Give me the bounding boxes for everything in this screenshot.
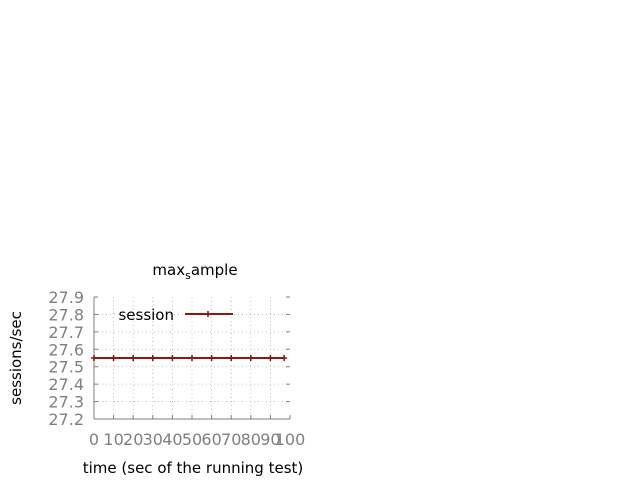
- data-point: [169, 355, 176, 361]
- y-tick-label: 27.2: [48, 410, 84, 429]
- x-tick-label: 100: [275, 430, 306, 449]
- x-tick-label: 90: [260, 430, 280, 449]
- chart-title: maxsample: [152, 261, 237, 282]
- y-tick-label: 27.6: [48, 340, 84, 359]
- data-point: [267, 355, 274, 361]
- data-point: [149, 355, 156, 361]
- y-tick-label: 27.7: [48, 323, 84, 342]
- data-point: [247, 355, 254, 361]
- chart-title-subscript: s: [185, 269, 191, 282]
- y-axis-label: sessions/sec: [7, 311, 25, 405]
- x-tick-label: 20: [123, 430, 143, 449]
- x-tick-label: 80: [241, 430, 261, 449]
- y-tick-label: 27.8: [48, 305, 84, 324]
- series-group: [91, 355, 288, 361]
- legend: session: [118, 306, 233, 324]
- x-tick-label: 10: [103, 430, 123, 449]
- x-tick-label: 30: [143, 430, 163, 449]
- x-tick-label: 70: [221, 430, 241, 449]
- chart-title-main: max: [152, 261, 185, 279]
- chart-title-rest: ample: [191, 261, 238, 279]
- y-tick-label: 27.5: [48, 358, 84, 377]
- x-tick-label: 60: [201, 430, 221, 449]
- legend-label: session: [118, 306, 174, 324]
- data-point: [281, 355, 288, 361]
- y-tick-labels: 27.227.327.427.527.627.727.827.9: [48, 288, 84, 429]
- y-tick-label: 27.4: [48, 375, 84, 394]
- y-tick-label: 27.9: [48, 288, 84, 307]
- axes: [93, 296, 291, 420]
- x-tick-label: 0: [89, 430, 99, 449]
- y-tick-label: 27.3: [48, 393, 84, 412]
- data-point: [130, 355, 137, 361]
- data-point: [110, 355, 117, 361]
- x-tick-label: 40: [162, 430, 182, 449]
- legend-marker: [205, 311, 211, 317]
- data-point: [189, 355, 195, 361]
- x-axis-label: time (sec of the running test): [83, 459, 304, 477]
- data-point: [228, 355, 235, 361]
- data-point: [91, 355, 97, 361]
- data-point: [208, 355, 215, 361]
- x-tick-label: 50: [182, 430, 202, 449]
